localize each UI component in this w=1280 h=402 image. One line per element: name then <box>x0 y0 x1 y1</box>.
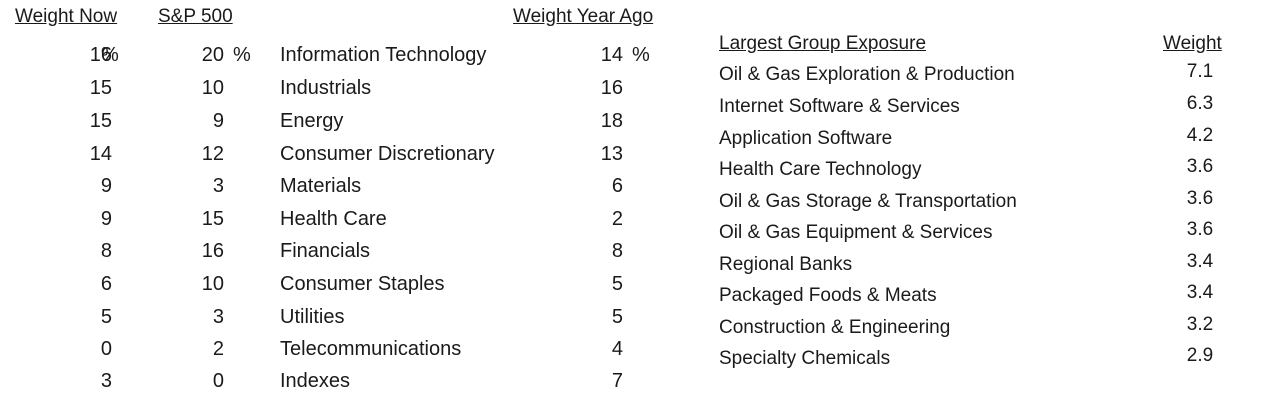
sector-row: 0 2 Telecommunications 4 <box>0 338 700 370</box>
group-name: Health Care Technology <box>719 159 922 180</box>
group-name: Oil & Gas Equipment & Services <box>719 222 993 243</box>
sector-row: 15 10 Industrials 16 <box>0 77 700 109</box>
sp500-value: 2 <box>212 338 224 360</box>
weight-now-value: 8 <box>100 240 112 262</box>
group-name: Internet Software & Services <box>719 96 960 117</box>
sector-name: Consumer Discretionary <box>280 143 495 165</box>
group-weight: 3.6 <box>1186 156 1214 177</box>
weight-now-value: 16 <box>89 44 112 66</box>
weight-now-value: 9 <box>100 175 112 197</box>
group-row: Internet Software & Services 6.3 <box>719 93 1239 128</box>
sp500-value: 10 <box>201 273 224 295</box>
sector-row: 5 3 Utilities 5 <box>0 306 700 338</box>
weight-year-ago-value: 5 <box>611 273 623 295</box>
header-weight-now: Weight Now <box>15 6 118 27</box>
sector-name: Energy <box>280 110 344 132</box>
sector-row: 16 % 20 % Information Technology 14 % <box>0 44 700 76</box>
header-sp500: S&P 500 <box>158 6 233 27</box>
sector-name: Materials <box>280 175 362 197</box>
group-weight: 7.1 <box>1186 61 1214 82</box>
group-name: Oil & Gas Exploration & Production <box>719 64 1015 85</box>
group-row: Oil & Gas Storage & Transportation 3.6 <box>719 188 1239 223</box>
group-row: Specialty Chemicals 2.9 <box>719 345 1239 380</box>
header-largest-group-exposure: Largest Group Exposure <box>719 33 927 54</box>
weight-now-value: 5 <box>100 306 112 328</box>
group-weight: 3.6 <box>1186 219 1214 240</box>
group-name: Specialty Chemicals <box>719 348 891 369</box>
group-row: Regional Banks 3.4 <box>719 251 1239 286</box>
group-name: Regional Banks <box>719 254 853 275</box>
group-name: Construction & Engineering <box>719 317 951 338</box>
group-row: Construction & Engineering 3.2 <box>719 314 1239 349</box>
weight-now-value: 15 <box>89 77 112 99</box>
sp500-value: 20 <box>201 44 224 66</box>
group-row: Oil & Gas Exploration & Production 7.1 <box>719 61 1239 96</box>
weight-year-ago-value: 4 <box>611 338 623 360</box>
sector-name: Consumer Staples <box>280 273 445 295</box>
sector-name: Indexes <box>280 370 351 392</box>
sector-name: Financials <box>280 240 371 262</box>
sector-name: Health Care <box>280 208 387 230</box>
sp500-value: 9 <box>212 110 224 132</box>
weight-now-value: 9 <box>100 208 112 230</box>
weight-now-percent: % <box>101 44 119 66</box>
sp500-value: 10 <box>201 77 224 99</box>
sector-row: 9 3 Materials 6 <box>0 175 700 207</box>
sp500-value: 16 <box>201 240 224 262</box>
weight-year-ago-value: 16 <box>600 77 623 99</box>
header-weight: Weight <box>1163 33 1222 54</box>
weight-year-ago-value: 13 <box>600 143 623 165</box>
sp500-value: 3 <box>212 306 224 328</box>
group-row: Health Care Technology 3.6 <box>719 156 1239 191</box>
sector-name: Utilities <box>280 306 345 328</box>
sp500-percent: % <box>233 44 251 66</box>
weight-now-value: 3 <box>100 370 112 392</box>
weight-year-ago-value: 8 <box>611 240 623 262</box>
weight-now-value: 15 <box>89 110 112 132</box>
weight-year-ago-value: 7 <box>611 370 623 392</box>
group-weight: 4.2 <box>1186 125 1214 146</box>
sector-row: 15 9 Energy 18 <box>0 110 700 142</box>
group-row: Application Software 4.2 <box>719 125 1239 160</box>
group-weight: 2.9 <box>1186 345 1214 366</box>
weight-now-value: 0 <box>100 338 112 360</box>
sp500-value: 3 <box>212 175 224 197</box>
group-row: Packaged Foods & Meats 3.4 <box>719 282 1239 317</box>
weight-year-ago-value: 18 <box>600 110 623 132</box>
sp500-value: 12 <box>201 143 224 165</box>
sector-row: 14 12 Consumer Discretionary 13 <box>0 143 700 175</box>
group-row: Oil & Gas Equipment & Services 3.6 <box>719 219 1239 254</box>
group-weight: 3.6 <box>1186 188 1214 209</box>
weight-year-ago-percent: % <box>632 44 650 66</box>
sector-row: 3 0 Indexes 7 <box>0 370 700 402</box>
weight-now-value: 14 <box>89 143 112 165</box>
sector-row: 6 10 Consumer Staples 5 <box>0 273 700 305</box>
sector-row: 8 16 Financials 8 <box>0 240 700 272</box>
weight-year-ago-value: 2 <box>611 208 623 230</box>
sector-row: 9 15 Health Care 2 <box>0 208 700 240</box>
group-weight: 6.3 <box>1186 93 1214 114</box>
sp500-value: 0 <box>212 370 224 392</box>
sector-name: Telecommunications <box>280 338 462 360</box>
group-name: Packaged Foods & Meats <box>719 285 937 306</box>
header-weight-year-ago: Weight Year Ago <box>513 6 654 27</box>
group-weight: 3.4 <box>1186 282 1214 303</box>
weight-year-ago-value: 6 <box>611 175 623 197</box>
group-name: Application Software <box>719 128 893 149</box>
group-weight: 3.2 <box>1186 314 1214 335</box>
weight-now-value: 6 <box>100 273 112 295</box>
group-name: Oil & Gas Storage & Transportation <box>719 191 1017 212</box>
sector-name: Information Technology <box>280 44 487 66</box>
weight-year-ago-value: 14 <box>600 44 623 66</box>
sp500-value: 15 <box>201 208 224 230</box>
sector-name: Industrials <box>280 77 372 99</box>
group-weight: 3.4 <box>1186 251 1214 272</box>
weight-year-ago-value: 5 <box>611 306 623 328</box>
